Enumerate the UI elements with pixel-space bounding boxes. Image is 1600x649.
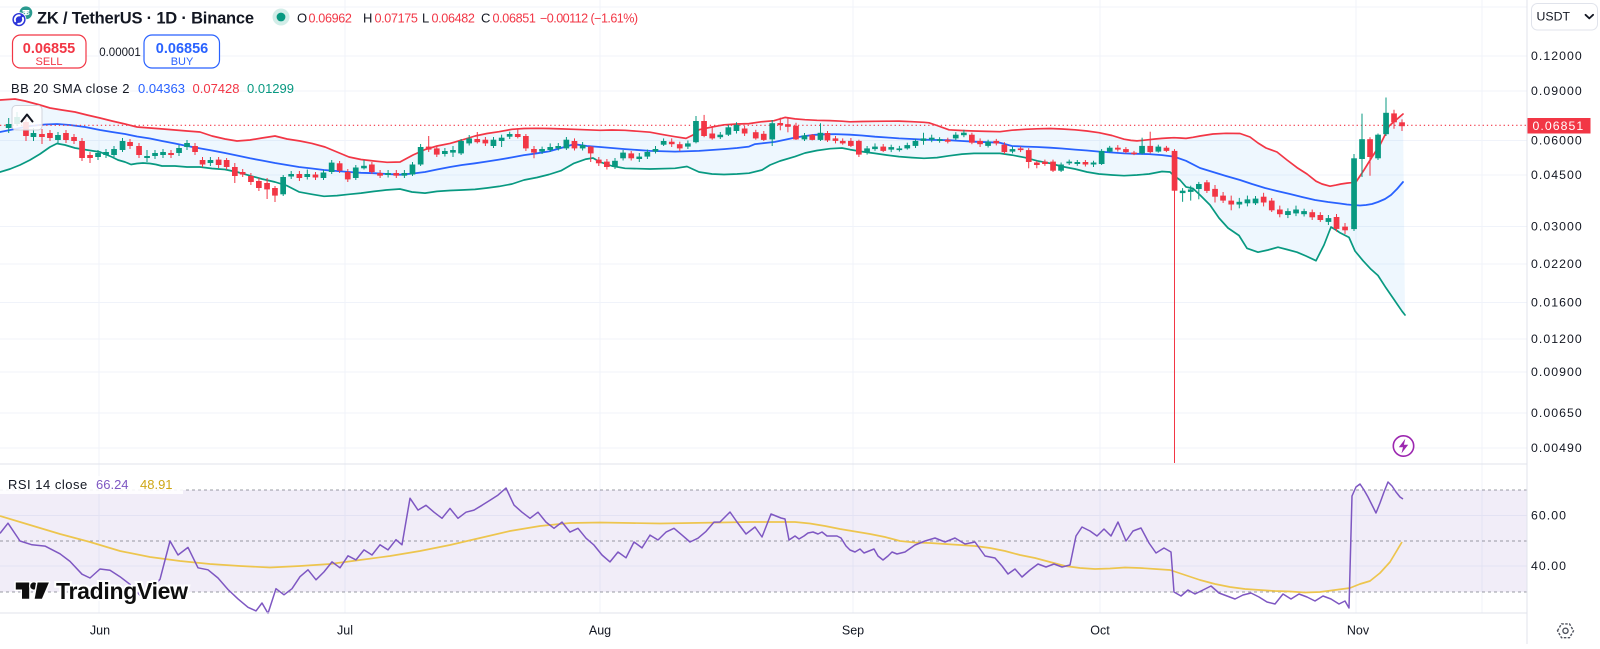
svg-text:Sep: Sep xyxy=(842,624,864,638)
svg-text:ZK / TetherUS · 1D · Binance: ZK / TetherUS · 1D · Binance xyxy=(37,10,254,28)
svg-text:0.02200: 0.02200 xyxy=(1531,257,1583,271)
svg-text:0.00900: 0.00900 xyxy=(1531,365,1583,379)
svg-text:C: C xyxy=(481,11,490,26)
svg-text:0.07428: 0.07428 xyxy=(193,81,240,96)
svg-text:0.01299: 0.01299 xyxy=(247,81,294,96)
svg-text:40.00: 40.00 xyxy=(1531,559,1567,573)
svg-text:0.04363: 0.04363 xyxy=(138,81,185,96)
svg-text:H: H xyxy=(363,11,372,26)
svg-text:60.00: 60.00 xyxy=(1531,509,1567,523)
svg-text:48.91: 48.91 xyxy=(140,477,173,492)
svg-text:0.01600: 0.01600 xyxy=(1531,296,1583,310)
svg-text:Nov: Nov xyxy=(1347,624,1370,638)
svg-text:L: L xyxy=(422,11,429,26)
svg-text:66.24: 66.24 xyxy=(96,477,129,492)
svg-text:0.06856: 0.06856 xyxy=(156,41,208,57)
svg-text:0.03000: 0.03000 xyxy=(1531,220,1583,234)
svg-text:0.00001: 0.00001 xyxy=(99,47,141,59)
svg-text:O: O xyxy=(297,11,307,26)
svg-text:0.06851: 0.06851 xyxy=(493,12,536,26)
svg-text:0.06482: 0.06482 xyxy=(432,12,475,26)
svg-text:Jun: Jun xyxy=(90,624,110,638)
svg-text:Oct: Oct xyxy=(1090,624,1110,638)
svg-text:0.04500: 0.04500 xyxy=(1531,168,1583,182)
svg-text:Jul: Jul xyxy=(337,624,353,638)
svg-text:0.06855: 0.06855 xyxy=(23,41,75,57)
svg-text:0.01200: 0.01200 xyxy=(1531,332,1583,346)
svg-text:0.09000: 0.09000 xyxy=(1531,84,1583,98)
svg-text:BB 20 SMA close 2: BB 20 SMA close 2 xyxy=(11,81,130,96)
svg-text:0.06000: 0.06000 xyxy=(1531,134,1583,148)
svg-text:RSI 14 close: RSI 14 close xyxy=(8,477,88,492)
svg-text:BUY: BUY xyxy=(171,56,194,68)
svg-text:0.06851: 0.06851 xyxy=(1533,119,1585,133)
svg-text:SELL: SELL xyxy=(36,56,63,68)
svg-text:0.12000: 0.12000 xyxy=(1531,49,1583,63)
svg-text:0.00650: 0.00650 xyxy=(1531,406,1583,420)
svg-text:0.06962: 0.06962 xyxy=(309,12,352,26)
svg-text:−0.00112 (−1.61%): −0.00112 (−1.61%) xyxy=(540,12,638,26)
svg-text:TradingView: TradingView xyxy=(56,578,188,604)
svg-text:0.00490: 0.00490 xyxy=(1531,441,1583,455)
svg-text:0.07175: 0.07175 xyxy=(375,12,418,26)
svg-text:USDT: USDT xyxy=(1537,10,1571,24)
svg-text:Aug: Aug xyxy=(589,624,611,638)
